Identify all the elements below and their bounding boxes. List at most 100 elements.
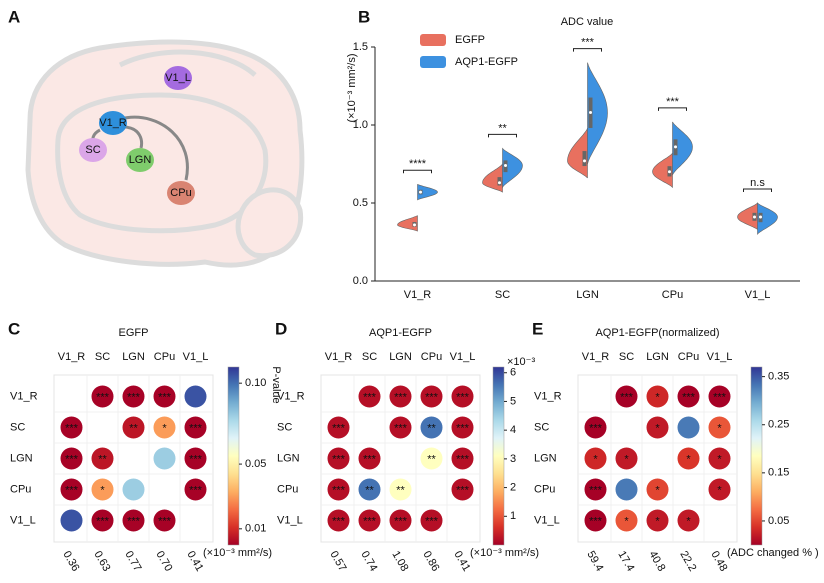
row-label: LGN: [277, 452, 300, 464]
column-label: LGN: [389, 351, 412, 363]
dot: [677, 447, 700, 470]
dot: [122, 509, 145, 532]
row-label: SC: [277, 421, 292, 433]
violin-half: [502, 147, 523, 189]
x-tick-label: V1_R: [404, 289, 432, 301]
column-label: V1_L: [450, 351, 476, 363]
x-tick-label: V1_L: [745, 289, 771, 301]
star-label: ***: [682, 391, 696, 403]
dot: [389, 385, 412, 408]
column-label: V1_R: [582, 351, 610, 363]
dot: [327, 509, 350, 532]
row-label: V1_L: [10, 514, 36, 526]
colorbar: [227, 366, 240, 546]
brain-region: [164, 66, 192, 90]
matrix-frame: [577, 374, 738, 543]
star-label: ***: [96, 515, 110, 527]
y-axis-label: (×10⁻³ mm²/s): [346, 53, 358, 122]
column-value: 0.36: [60, 549, 81, 574]
colorbar-tick-label: 2: [510, 481, 516, 493]
sig-bracket: [743, 188, 772, 192]
star-label: ***: [189, 422, 203, 434]
star-label: ***: [456, 453, 470, 465]
dot: [615, 509, 638, 532]
dot: [91, 478, 114, 501]
star-label: ***: [394, 391, 408, 403]
violin-half: [397, 215, 418, 232]
star-label: ***: [425, 515, 439, 527]
star-label: *: [162, 422, 167, 434]
star-label: ***: [713, 391, 727, 403]
median: [759, 215, 762, 219]
star-label: *: [655, 422, 660, 434]
colorbar-title: ×10⁻³: [507, 356, 535, 368]
dot: [60, 509, 83, 532]
colorbar-tick-label: 0.05: [245, 458, 266, 470]
star-label: ***: [425, 391, 439, 403]
sig-bracket: [488, 133, 517, 138]
legend-label: EGFP: [455, 34, 485, 46]
dot: [584, 447, 607, 470]
colorbar-label: P-value: [270, 366, 282, 403]
star-label: *: [655, 484, 660, 496]
matrix-frame: [320, 374, 481, 543]
column-value: 17.4: [615, 549, 636, 574]
dot: [122, 385, 145, 408]
star-label: *: [686, 515, 691, 527]
median: [674, 145, 677, 149]
column-label: V1_R: [58, 351, 86, 363]
dot: [358, 478, 381, 501]
dot: [122, 416, 145, 439]
dot: [708, 447, 731, 470]
chart-title: EGFP: [119, 327, 149, 339]
column-label: V1_L: [183, 351, 209, 363]
star-label: ***: [456, 391, 470, 403]
row-label: V1_R: [10, 390, 38, 402]
column-value: 0.63: [91, 549, 112, 574]
column-value: 59.4: [584, 549, 605, 574]
panel-letter: C: [8, 319, 20, 338]
y-tick-label: 0.5: [353, 197, 368, 209]
dot: [60, 447, 83, 470]
row-label: V1_R: [534, 390, 562, 402]
colorbar-tick-label: 5: [510, 395, 516, 407]
dot: [153, 385, 176, 408]
dot: [677, 416, 700, 439]
colorbar: [492, 366, 505, 546]
star-label: ***: [363, 391, 377, 403]
star-label: *: [593, 453, 598, 465]
star-label: ***: [456, 422, 470, 434]
legend-label: AQP1-EGFP: [455, 56, 518, 68]
dot: [184, 447, 207, 470]
colorbar-tick-label: 3: [510, 453, 516, 465]
violin-half: [672, 121, 693, 176]
median: [413, 223, 416, 227]
chart-title: AQP1-EGFP(normalized): [595, 327, 719, 339]
dot: [358, 509, 381, 532]
dot: [420, 509, 443, 532]
star-label: ***: [65, 422, 79, 434]
colorbar-tick-label: 1: [510, 510, 516, 522]
sig-label: ****: [409, 158, 427, 170]
star-label: ***: [127, 391, 141, 403]
dot: [60, 416, 83, 439]
colorbar-tick-label: 0.05: [768, 515, 789, 527]
star-label: ***: [127, 515, 141, 527]
column-label: V1_L: [707, 351, 733, 363]
y-tick-label: 1.0: [353, 119, 368, 131]
box: [582, 151, 587, 167]
dot: [91, 447, 114, 470]
column-label: CPu: [154, 351, 175, 363]
star-label: ***: [189, 484, 203, 496]
column-value: 1.08: [389, 549, 410, 574]
star-label: ***: [65, 484, 79, 496]
x-tick-label: CPu: [662, 289, 683, 301]
column-label: CPu: [421, 351, 442, 363]
sig-bracket: [403, 169, 432, 174]
column-value: 0.74: [358, 549, 379, 574]
star-label: **: [396, 484, 405, 496]
column-value: 0.86: [420, 549, 441, 574]
column-label: LGN: [122, 351, 145, 363]
y-tick-label: 1.5: [353, 41, 368, 53]
